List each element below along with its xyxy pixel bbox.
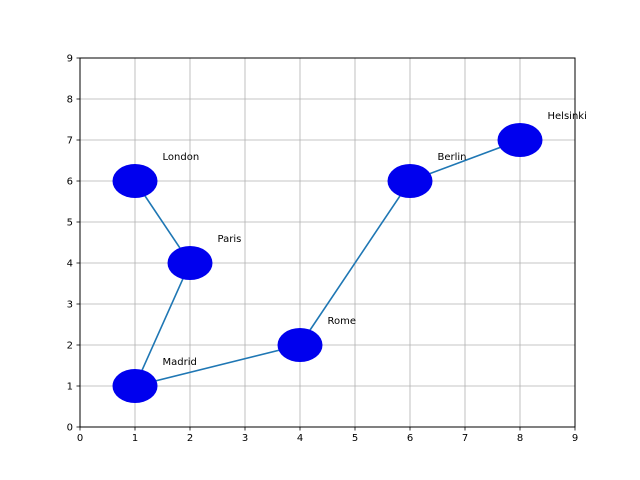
city-marker — [387, 164, 433, 198]
y-tick-label: 3 — [67, 300, 73, 311]
x-tick-label: 7 — [462, 433, 468, 444]
city-label: London — [163, 152, 200, 163]
y-tick-label: 0 — [67, 423, 73, 434]
x-tick-label: 6 — [407, 433, 413, 444]
y-tick-label: 7 — [67, 136, 73, 147]
city-marker — [497, 123, 543, 157]
y-tick-label: 6 — [67, 177, 73, 188]
y-tick-label: 4 — [67, 259, 73, 270]
city-marker — [167, 246, 213, 280]
city-label: Madrid — [163, 357, 197, 368]
x-tick-label: 1 — [132, 433, 138, 444]
y-tick-label: 8 — [67, 95, 73, 106]
y-tick-label: 1 — [67, 382, 73, 393]
city-marker — [112, 164, 158, 198]
plot-frame — [79, 57, 576, 428]
y-tick-label: 2 — [67, 341, 73, 352]
axis-ticks: 0 1 2 3 4 5 6 7 8 9 0 1 2 3 4 5 6 7 8 9 — [67, 54, 579, 444]
city-label: Paris — [218, 234, 242, 245]
city-labels: London Paris Madrid Rome Berlin Helsinki — [163, 111, 587, 368]
city-markers — [112, 123, 543, 403]
city-label: Rome — [328, 316, 357, 327]
grid — [79, 57, 576, 428]
x-tick-label: 5 — [352, 433, 358, 444]
y-tick-label: 9 — [67, 54, 73, 65]
x-tick-label: 0 — [77, 433, 83, 444]
city-label: Helsinki — [548, 111, 587, 122]
y-tick-label: 5 — [67, 218, 73, 229]
x-tick-label: 8 — [517, 433, 523, 444]
city-marker — [277, 328, 323, 362]
x-tick-label: 4 — [297, 433, 303, 444]
city-marker — [112, 369, 158, 403]
x-tick-label: 3 — [242, 433, 248, 444]
x-tick-label: 2 — [187, 433, 193, 444]
x-tick-label: 9 — [572, 433, 578, 444]
city-label: Berlin — [438, 152, 467, 163]
